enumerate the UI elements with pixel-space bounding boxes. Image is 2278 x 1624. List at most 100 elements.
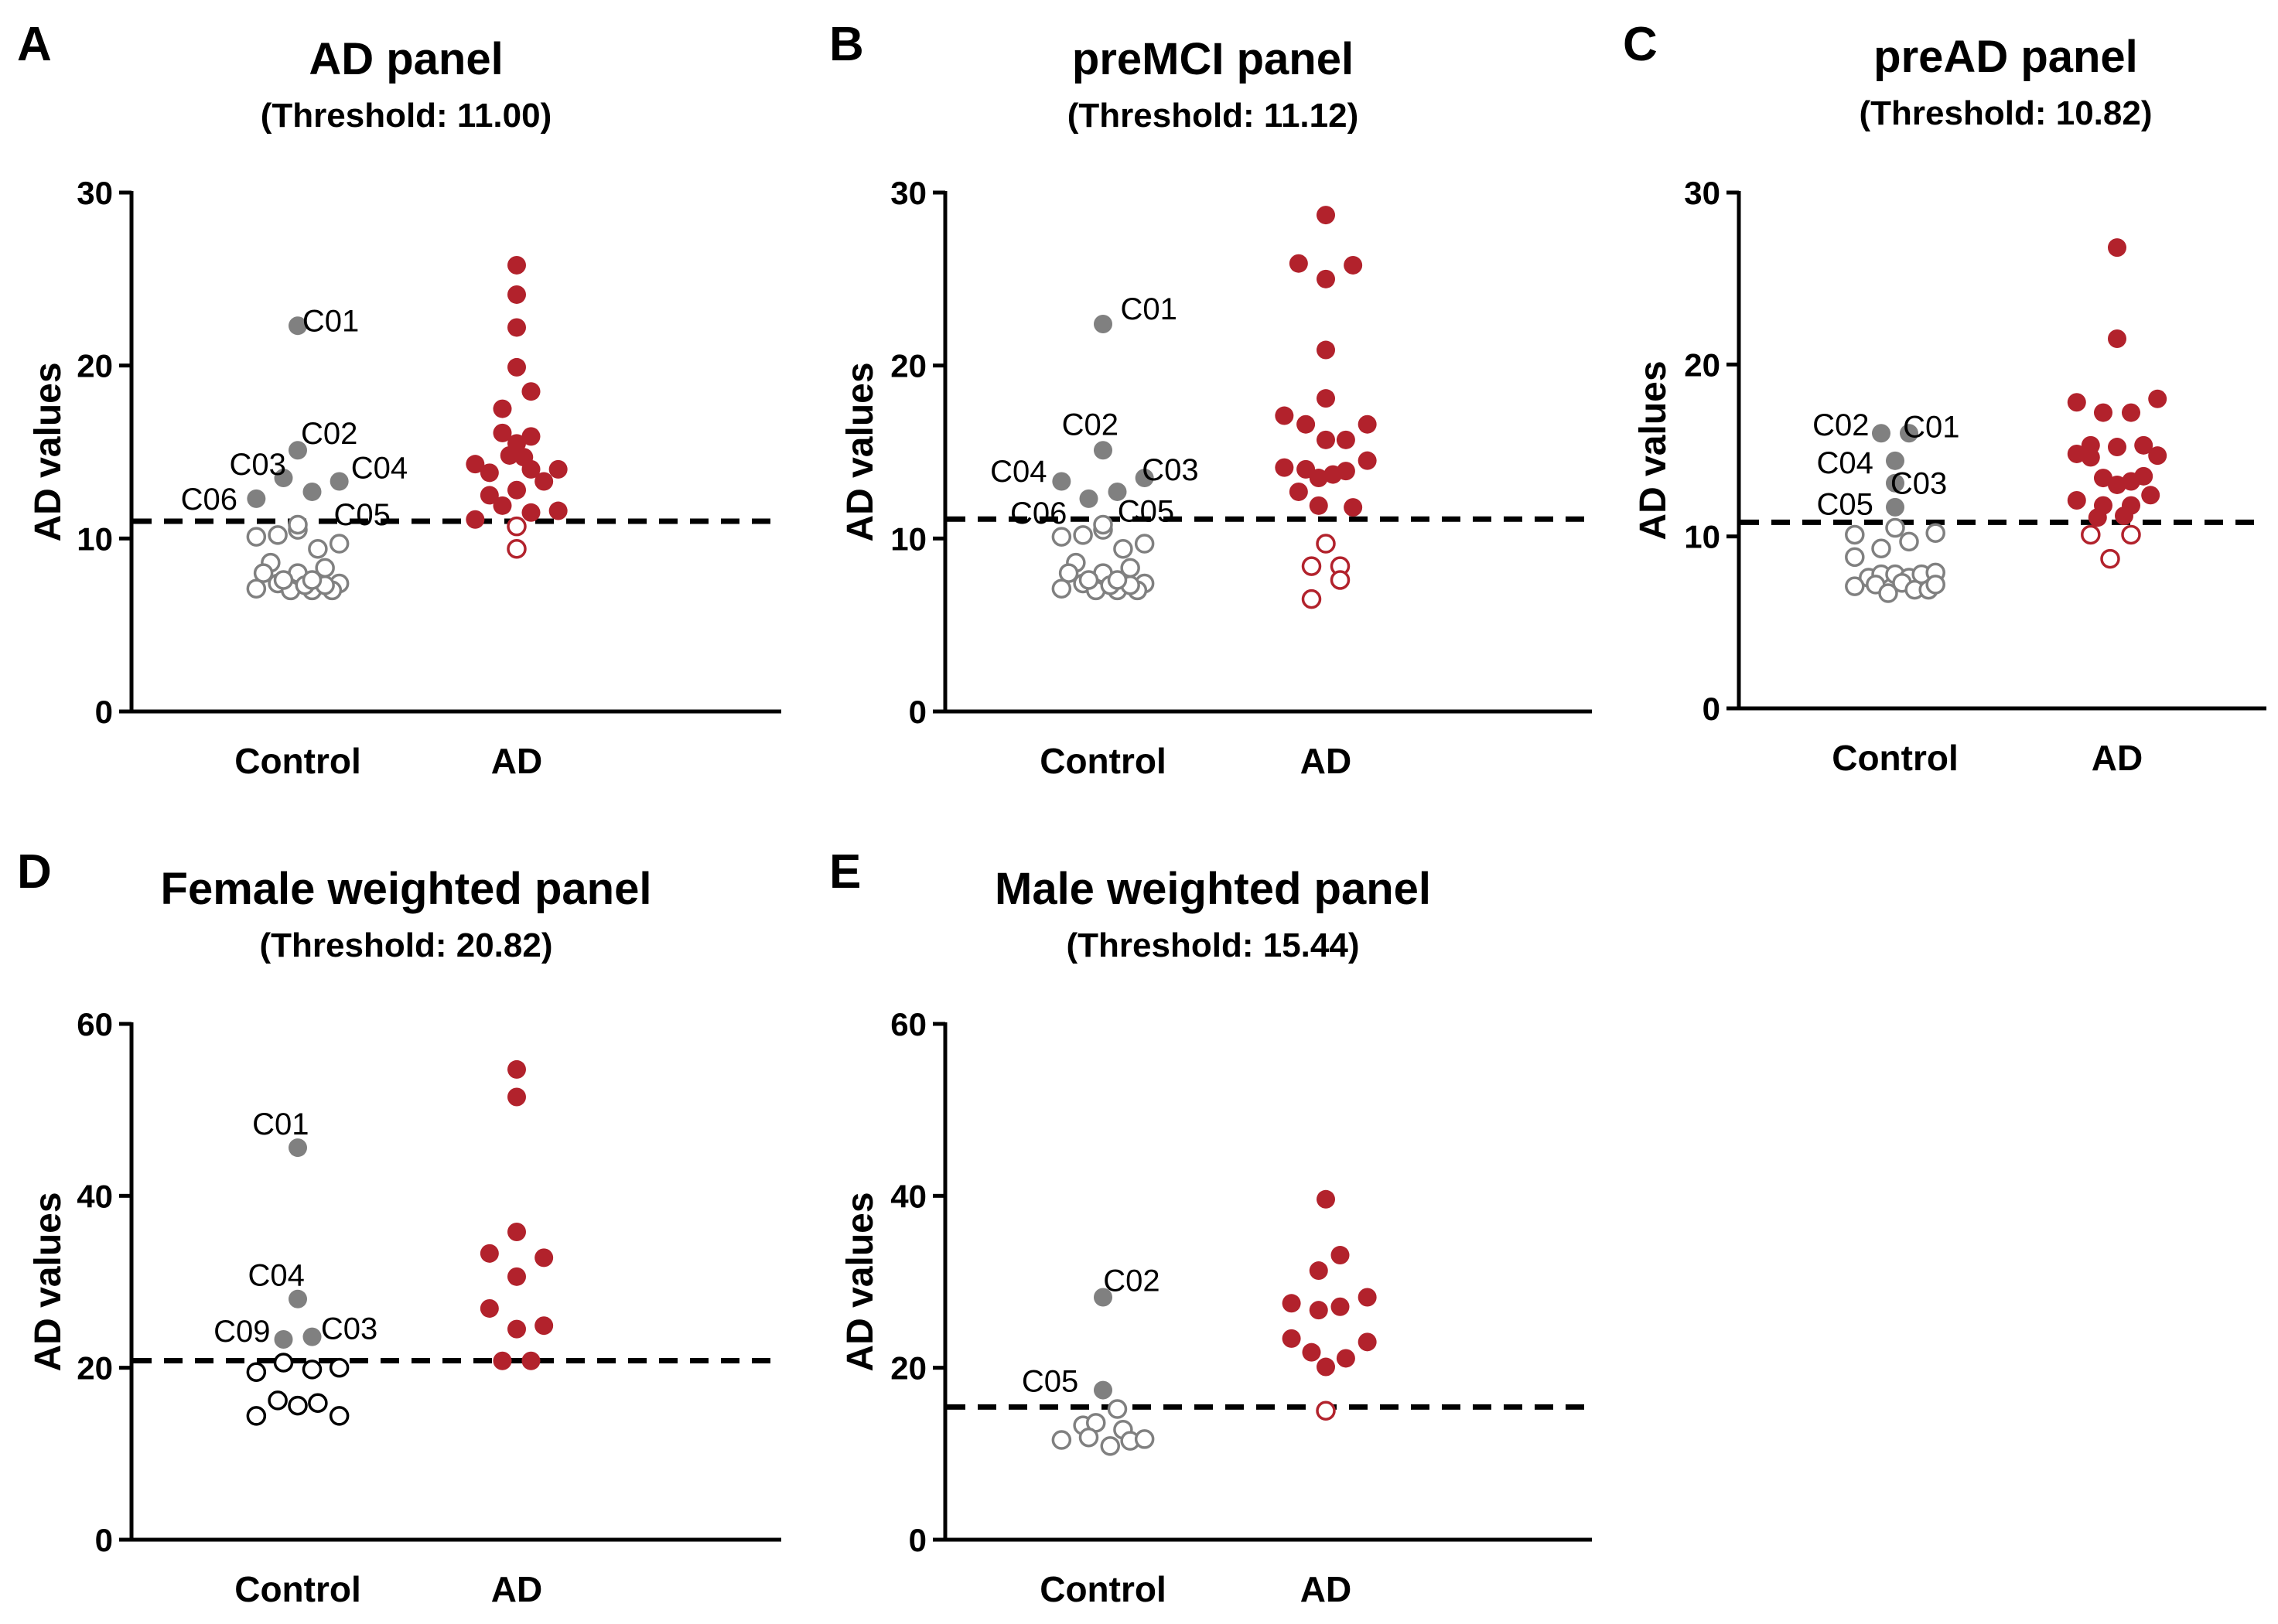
- ad-filled-point: [2148, 389, 2167, 408]
- control-filled-point: [289, 1138, 307, 1158]
- control-filled-point: [289, 441, 307, 460]
- control-open-point: [268, 525, 288, 545]
- ad-filled-point: [507, 318, 526, 337]
- ad-filled-point: [2108, 238, 2126, 258]
- ad-filled-point: [1317, 269, 1335, 288]
- point-label: C01: [1903, 410, 1959, 444]
- ad-filled-point: [507, 1087, 526, 1107]
- y-tick-label: 30: [890, 175, 927, 211]
- panel-letter: B: [829, 18, 864, 71]
- ad-filled-point: [1309, 1261, 1328, 1281]
- point-label: C02: [1103, 1264, 1159, 1298]
- panel-letter: E: [829, 845, 861, 899]
- control-filled-point: [1079, 489, 1098, 508]
- ad-filled-point: [1358, 1288, 1377, 1307]
- y-tick-label: 20: [1684, 346, 1720, 383]
- point-label: C05: [334, 498, 391, 532]
- control-open-point: [1078, 570, 1099, 590]
- control-open-point: [1845, 576, 1865, 596]
- control-filled-point: [247, 489, 266, 508]
- control-open-point: [1885, 517, 1905, 538]
- ad-filled-point: [466, 455, 485, 474]
- control-open-point: [1871, 538, 1891, 558]
- ad-filled-point: [1358, 415, 1377, 434]
- ad-filled-point: [1358, 1332, 1377, 1352]
- y-tick-label: 10: [77, 520, 113, 557]
- ad-filled-point: [1336, 462, 1355, 481]
- control-filled-point: [330, 472, 349, 491]
- y-tick-label: 10: [1684, 519, 1720, 555]
- ad-filled-point: [466, 510, 485, 529]
- x-category-label: AD: [1300, 741, 1351, 781]
- ad-filled-point: [1289, 482, 1308, 501]
- ad-filled-point: [1282, 1329, 1301, 1348]
- ad-filled-point: [2081, 448, 2100, 467]
- chart-title: preMCI panel: [1072, 34, 1354, 84]
- ad-open-point: [2121, 524, 2141, 545]
- ad-filled-point: [534, 472, 554, 491]
- control-filled-point: [1872, 424, 1890, 443]
- chart-title: Male weighted panel: [995, 864, 1431, 914]
- control-open-point: [288, 514, 308, 535]
- ad-filled-point: [1309, 469, 1328, 488]
- point-label: C09: [213, 1315, 270, 1349]
- ad-filled-point: [521, 459, 541, 479]
- ad-filled-point: [1282, 1294, 1301, 1313]
- ad-filled-point: [493, 399, 512, 418]
- ad-filled-point: [521, 503, 541, 522]
- x-category-label: Control: [1832, 738, 1959, 778]
- x-category-label: AD: [491, 1569, 542, 1609]
- ad-filled-point: [2067, 444, 2086, 463]
- y-tick-label: 60: [890, 1006, 927, 1042]
- chart-title: preAD panel: [1873, 32, 2138, 82]
- x-category-label: AD: [2092, 738, 2143, 778]
- x-category-label: Control: [1040, 741, 1166, 781]
- control-open-point: [1100, 1436, 1120, 1456]
- ad-filled-point: [507, 1319, 526, 1339]
- control-open-point: [1051, 1430, 1072, 1450]
- ad-filled-point: [1309, 1301, 1328, 1320]
- ad-filled-point: [2115, 506, 2133, 525]
- point-label: C01: [252, 1107, 309, 1141]
- chart-subtitle: (Threshold: 15.44): [1067, 926, 1360, 964]
- ad-filled-point: [1330, 1297, 1350, 1316]
- ad-filled-point: [1317, 1357, 1335, 1377]
- control-open-point: [1845, 547, 1865, 568]
- control-open-point: [253, 563, 274, 583]
- y-axis-title: AD values: [28, 362, 69, 541]
- control-filled-point: [1094, 314, 1112, 333]
- panel-letter: C: [1623, 18, 1658, 71]
- y-tick-label: 0: [909, 694, 927, 730]
- ad-open-point: [507, 516, 527, 537]
- control-open-point: [329, 534, 350, 554]
- control-filled-point: [1886, 497, 1904, 517]
- y-tick-label: 0: [1703, 691, 1720, 727]
- panel-a: A AD panel (Threshold: 11.00) AD values 0 10 2…: [17, 18, 781, 781]
- control-filled-point: [1052, 472, 1071, 491]
- ad-filled-point: [548, 501, 568, 520]
- control-open-point: [273, 1353, 294, 1373]
- point-label: C03: [230, 448, 286, 482]
- ad-filled-point: [2094, 403, 2112, 422]
- point-label: C04: [248, 1259, 305, 1293]
- ad-filled-point: [1358, 451, 1377, 470]
- control-open-point: [1134, 534, 1155, 554]
- ad-filled-point: [1275, 406, 1294, 425]
- control-filled-point: [289, 316, 307, 336]
- x-category-label: AD: [491, 741, 542, 781]
- chart-subtitle: (Threshold: 11.12): [1067, 97, 1359, 135]
- ad-filled-point: [2088, 508, 2107, 527]
- control-filled-point: [1108, 482, 1127, 501]
- control-open-point: [1925, 575, 1945, 595]
- control-open-point: [246, 527, 267, 547]
- ad-filled-point: [480, 486, 499, 505]
- ad-filled-point: [1309, 496, 1328, 515]
- control-filled-point: [1135, 469, 1154, 488]
- ad-filled-point: [507, 285, 526, 304]
- ad-filled-point: [1344, 255, 1363, 275]
- panel-d: D Female weighted panel (Threshold: 20.82)…: [17, 845, 781, 1609]
- ad-filled-point: [493, 496, 512, 515]
- y-axis-title: AD values: [840, 1192, 881, 1371]
- ad-filled-point: [480, 463, 499, 483]
